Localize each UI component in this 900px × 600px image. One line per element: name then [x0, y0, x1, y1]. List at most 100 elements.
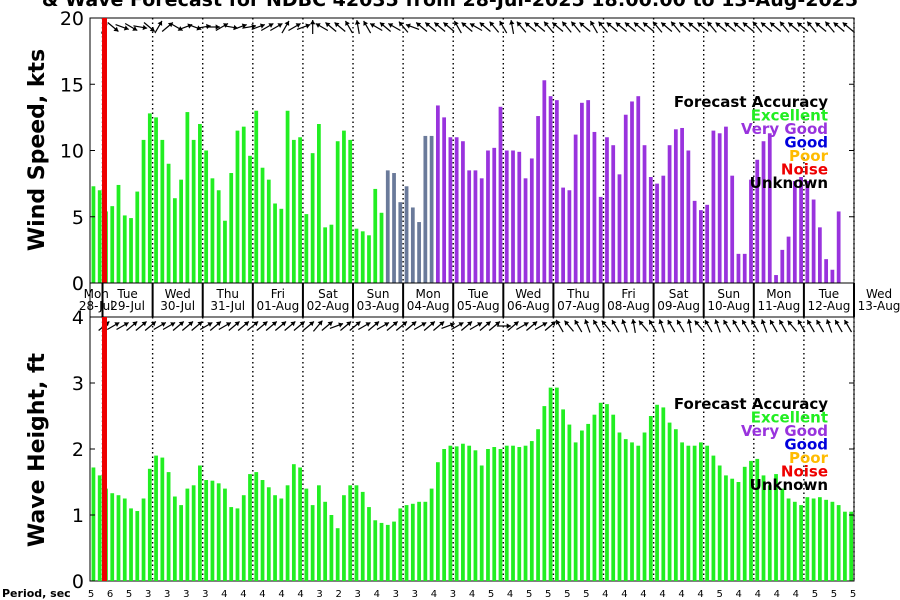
- bar: [523, 178, 528, 283]
- bar: [567, 424, 572, 581]
- direction-arrow: [564, 320, 574, 332]
- direction-arrow: [191, 321, 203, 331]
- bar: [342, 495, 346, 581]
- direction-arrow: [509, 20, 515, 34]
- bar: [479, 178, 484, 283]
- direction-arrow: [555, 319, 564, 333]
- direction-arrow: [310, 20, 316, 34]
- day-of-week: Wed: [165, 287, 191, 301]
- direction-arrow: [660, 22, 673, 32]
- direction-arrow: [704, 319, 713, 333]
- period-value: 5: [126, 589, 132, 600]
- direction-arrow: [265, 321, 278, 331]
- bar: [360, 231, 365, 283]
- bar: [630, 442, 634, 581]
- bar: [761, 475, 766, 581]
- direction-arrow: [209, 321, 222, 331]
- bar: [147, 113, 152, 284]
- legend-item-poor: Poor: [789, 147, 829, 165]
- bar: [122, 498, 127, 581]
- bar: [335, 141, 340, 283]
- bar: [786, 498, 791, 581]
- bar: [504, 445, 509, 581]
- bar: [611, 414, 616, 581]
- bar: [154, 117, 158, 283]
- direction-arrow: [228, 321, 240, 331]
- bar: [517, 447, 522, 581]
- direction-arrow: [124, 22, 138, 32]
- bar: [780, 488, 785, 581]
- y-tick-label: 15: [60, 74, 84, 96]
- bar: [849, 511, 854, 581]
- period-value: 4: [374, 589, 380, 600]
- bar: [442, 449, 447, 581]
- day-date: 10-Aug: [707, 299, 750, 313]
- bar: [285, 485, 290, 581]
- bar: [636, 445, 641, 581]
- bar: [254, 472, 259, 581]
- bar: [774, 474, 778, 581]
- period-value: 3: [202, 589, 208, 600]
- bar: [448, 137, 453, 283]
- direction-arrow: [806, 21, 817, 33]
- bar: [198, 465, 202, 581]
- bar: [811, 498, 816, 581]
- direction-arrow: [750, 319, 760, 333]
- period-values: 5 6 5 3 3 3 3 4 4 4 4 4 3 2 3 4 3 3 4 3 4 5 4 5 5 5 5 4 4 4 4 4 4 5 4 4 4 4 5 5…: [88, 589, 856, 600]
- bar: [429, 488, 434, 581]
- wind-y-axis-label: Wind Speed, kts: [25, 49, 50, 251]
- bar: [298, 467, 302, 581]
- bar: [266, 179, 271, 283]
- bar: [792, 501, 797, 581]
- day-of-week: Sun: [717, 287, 740, 301]
- bar: [799, 177, 803, 283]
- y-tick-label: 0: [72, 273, 84, 295]
- bar: [429, 135, 434, 283]
- direction-arrow: [615, 22, 627, 32]
- direction-arrow: [806, 319, 815, 333]
- direction-arrow: [461, 22, 473, 32]
- bar: [179, 505, 183, 581]
- legend-item-noise: Noise: [781, 463, 828, 481]
- bar: [310, 505, 315, 581]
- bar: [749, 460, 753, 581]
- period-value: 4: [774, 589, 780, 600]
- period-value: 4: [678, 589, 684, 600]
- direction-arrow: [676, 319, 685, 333]
- direction-arrow: [667, 319, 676, 333]
- bar: [229, 173, 234, 283]
- bar: [260, 480, 265, 581]
- day-of-week: Sat: [318, 287, 338, 301]
- bar: [160, 139, 165, 283]
- direction-arrow: [843, 319, 853, 333]
- bar: [254, 110, 259, 283]
- bar: [185, 112, 190, 283]
- direction-arrow: [706, 21, 717, 33]
- day-label-frame: [89, 282, 855, 318]
- bar: [673, 129, 678, 283]
- bar: [717, 133, 722, 283]
- direction-arrow: [479, 321, 492, 331]
- direction-arrow: [181, 321, 194, 331]
- bar: [279, 498, 284, 581]
- day-date: 09-Aug: [657, 299, 700, 313]
- day-of-week: Tue: [116, 287, 138, 301]
- bar: [498, 449, 503, 581]
- direction-arrow: [732, 319, 741, 333]
- period-value: 4: [621, 589, 627, 600]
- direction-arrow: [670, 21, 681, 33]
- bar: [479, 465, 484, 581]
- legend-item-unknown: Unknown: [750, 174, 828, 192]
- bar: [767, 133, 772, 283]
- bar: [204, 150, 209, 283]
- bar: [310, 153, 315, 283]
- bar: [323, 227, 328, 283]
- bar: [724, 475, 728, 581]
- bar: [423, 135, 428, 283]
- bar: [623, 114, 628, 283]
- y-tick-label: 1: [72, 505, 84, 527]
- direction-arrow: [143, 22, 156, 32]
- direction-arrow: [302, 321, 315, 331]
- direction-arrow: [778, 319, 787, 333]
